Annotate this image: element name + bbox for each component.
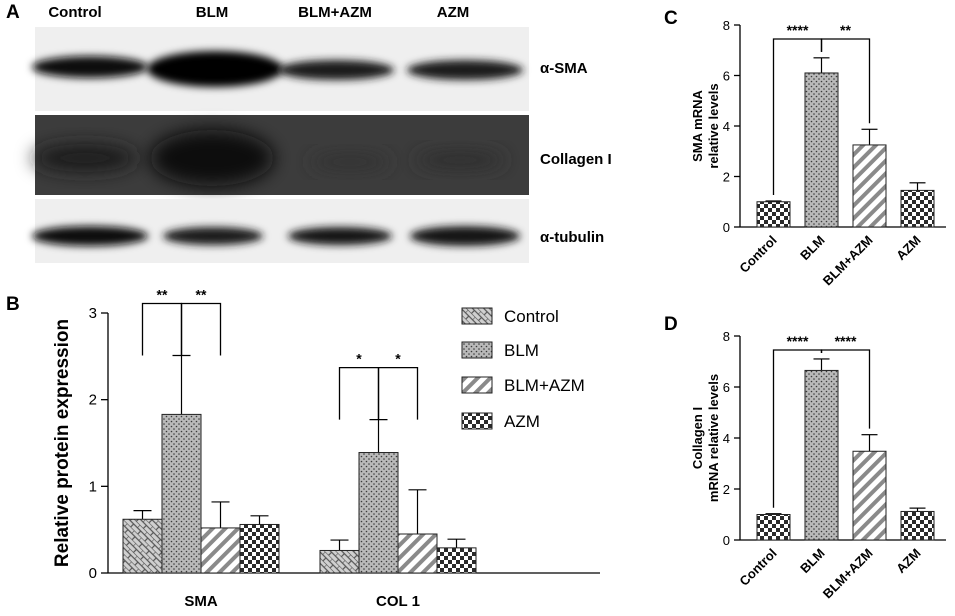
chart-d: 0 2 4 6 8 Collagen ImRNA relative levels Contr…	[690, 329, 946, 601]
chart-d-y-tick-label: 4	[723, 431, 730, 446]
blot-strip-collagen	[33, 115, 529, 195]
chart-b-y-tick-label: 3	[89, 305, 97, 322]
chart-c-y-tick-label: 6	[723, 69, 730, 84]
chart-d-y-axis-label: Collagen ImRNA relative levels	[690, 374, 721, 502]
blot-row-collagen: Collagen I	[540, 151, 612, 168]
chart-c: 0 2 4 6 8 SMA mRNArelative levels Control BLMBL…	[690, 18, 946, 288]
chart-b-y-tick-label: 0	[89, 565, 97, 582]
chart-c-significance-label: **	[840, 22, 851, 38]
chart-b-significance-label: *	[395, 351, 401, 367]
chart-b-significance-label: **	[157, 286, 168, 302]
chart-c-bar-azm	[900, 189, 935, 228]
chart-b-legend-label-blm: BLM	[504, 341, 539, 360]
chart-c-x-tick-label: AZM	[893, 233, 924, 264]
chart-c-x-tick-label: BLM+AZM	[820, 233, 876, 289]
chart-b-y-axis-label: Relative protein expression	[52, 319, 73, 567]
chart-b-significance-bracket	[141, 302, 183, 356]
panel-c-letter: C	[664, 8, 678, 29]
chart-b-bar-sma-blm-azm	[200, 527, 241, 574]
chart-c-y-tick-label: 2	[723, 170, 730, 185]
chart-b: 0 1 2 3 Relative protein expression SMA COL 1 *…	[52, 286, 600, 610]
blot-lane-labels: Control BLM BLM+AZM AZM	[48, 4, 469, 21]
panel-b-letter: B	[6, 294, 20, 315]
chart-c-x-tick-label: BLM	[797, 233, 828, 264]
chart-c-y-tick-label: 8	[723, 18, 730, 33]
chart-d-x-tick-label: Control	[736, 546, 779, 589]
chart-d-y-axis-label-line: mRNA relative levels	[706, 374, 721, 502]
chart-b-bar-col-1-blm	[358, 452, 399, 574]
chart-d-significance-label: ****	[835, 333, 857, 349]
panel-a-letter: A	[6, 2, 20, 23]
chart-d-x-tick-label: BLM	[797, 546, 828, 577]
chart-d-significance-label: ****	[787, 333, 809, 349]
blot-strip-alpha-sma	[32, 27, 529, 111]
chart-c-bar-control	[756, 201, 791, 228]
chart-b-bar-sma-control	[122, 518, 163, 574]
blot-row-alpha-sma: α-SMA	[540, 60, 588, 77]
chart-d-y-tick-label: 8	[723, 329, 730, 344]
chart-d-x-tick-label: AZM	[893, 546, 924, 577]
chart-d-y-tick-label: 2	[723, 482, 730, 497]
chart-b-x-tick-label: COL 1	[376, 593, 420, 610]
chart-b-legend-swatch-control	[461, 307, 493, 325]
chart-d-x-tick-label: BLM+AZM	[820, 546, 876, 602]
chart-d-bar-azm	[900, 510, 935, 541]
chart-b-y-tick-label: 1	[89, 478, 97, 495]
chart-b-legend-swatch-blm	[461, 341, 493, 359]
chart-d-bar-control	[756, 514, 791, 541]
chart-c-y-axis-label: SMA mRNArelative levels	[690, 83, 721, 168]
chart-b-significance-label: **	[196, 286, 207, 302]
chart-d-y-tick-label: 0	[723, 533, 730, 548]
blot-row-alpha-tubulin: α-tubulin	[540, 229, 604, 246]
chart-c-significance-bracket	[820, 38, 871, 124]
chart-c-y-axis-label-line: relative levels	[706, 83, 721, 168]
chart-b-bar-sma-azm	[239, 523, 280, 574]
chart-b-y-tick-label: 2	[89, 392, 97, 409]
chart-c-y-tick-label: 0	[723, 220, 730, 235]
chart-b-bar-sma-blm	[161, 413, 202, 574]
chart-b-legend-label-azm: AZM	[504, 412, 540, 431]
chart-b-significance-bracket	[377, 366, 419, 420]
blot-lane-blm: BLM	[196, 4, 229, 21]
chart-b-legend-swatch-azm	[461, 412, 493, 430]
blot-lane-blm-azm: BLM+AZM	[298, 4, 372, 21]
panel-d-letter: D	[664, 314, 678, 335]
chart-c-x-tick-label: Control	[736, 233, 779, 276]
chart-d-y-tick-label: 6	[723, 380, 730, 395]
blot-lane-control: Control	[48, 4, 101, 21]
chart-d-y-axis-label-line: Collagen I	[690, 407, 705, 469]
chart-c-bar-blm-azm	[852, 144, 887, 228]
chart-b-significance-bracket	[180, 302, 222, 356]
chart-b-bar-col-1-azm	[436, 547, 477, 574]
chart-b-legend-swatch-blm-azm	[461, 376, 493, 394]
chart-b-bar-col-1-control	[319, 549, 360, 574]
chart-b-significance-bracket	[338, 366, 380, 420]
chart-b-legend-label-blm-azm: BLM+AZM	[504, 376, 585, 395]
blot-strip-alpha-tubulin	[32, 199, 529, 263]
chart-c-y-tick-label: 4	[723, 119, 730, 134]
chart-d-bar-blm	[804, 369, 839, 541]
chart-c-bar-blm	[804, 72, 839, 228]
chart-c-y-axis-label-line: SMA mRNA	[690, 90, 705, 162]
chart-b-legend-label-control: Control	[504, 307, 559, 326]
chart-b-bar-col-1-blm-azm	[397, 533, 438, 574]
chart-d-significance-bracket	[820, 349, 871, 429]
chart-b-x-tick-label: SMA	[184, 593, 218, 610]
chart-d-bar-blm-azm	[852, 450, 887, 541]
blot-lane-azm: AZM	[437, 4, 470, 21]
chart-b-significance-label: *	[356, 351, 362, 367]
chart-c-significance-label: ****	[787, 22, 809, 38]
